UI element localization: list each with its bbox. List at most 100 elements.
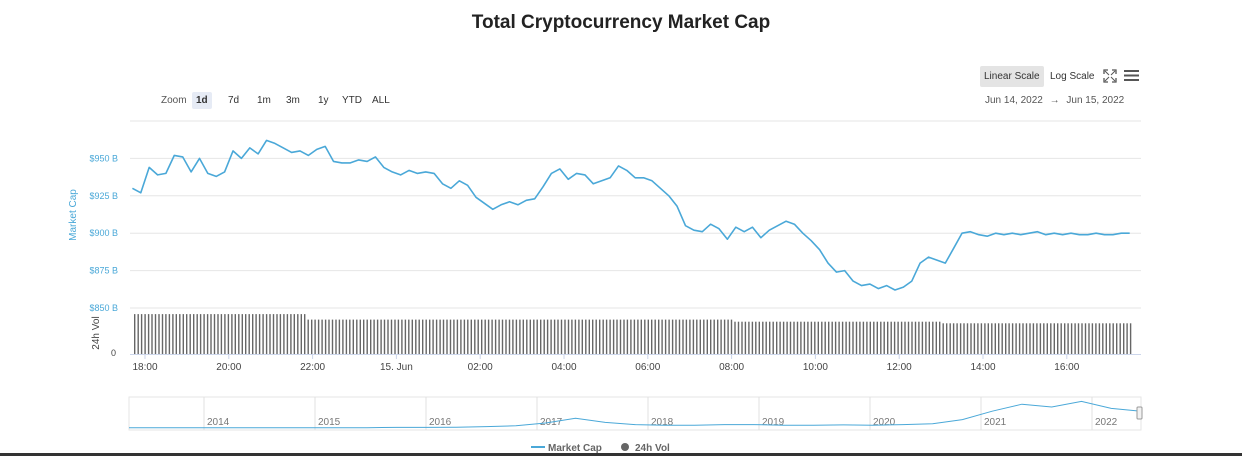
volume-bar (276, 314, 278, 354)
x-tick-label: 16:00 (1054, 362, 1079, 373)
volume-bar (887, 321, 889, 354)
zoom-3m-button[interactable]: 3m (286, 95, 300, 106)
volume-bar (1039, 323, 1042, 354)
volume-bar (949, 323, 951, 354)
volume-bar (467, 319, 469, 354)
volume-bar (557, 319, 559, 354)
volume-bar (1091, 323, 1094, 354)
volume-bar (578, 319, 580, 354)
x-tick-label: 06:00 (635, 362, 660, 373)
volume-bar (873, 321, 875, 354)
zoom-1y-button[interactable]: 1y (318, 95, 329, 106)
hamburger-menu-icon[interactable] (1124, 69, 1139, 82)
volume-bar (321, 319, 323, 354)
zoom-all-button[interactable]: ALL (372, 95, 390, 106)
zoom-1d-button[interactable]: 1d (192, 92, 212, 109)
date-range-to[interactable]: Jun 15, 2022 (1066, 95, 1125, 106)
volume-bar (814, 321, 816, 354)
volume-bar (1025, 323, 1028, 354)
volume-bar (1077, 323, 1080, 354)
volume-bar (883, 321, 885, 354)
volume-bar (394, 319, 396, 354)
y-axis-title: Market Cap (68, 189, 79, 241)
x-tick-label: 18:00 (132, 362, 157, 373)
volume-bar (311, 319, 313, 354)
log-scale-button[interactable]: Log Scale (1050, 71, 1095, 82)
volume-bar (907, 321, 910, 354)
volume-bar (880, 321, 882, 354)
volume-bar (1129, 323, 1132, 354)
volume-bar (946, 323, 948, 354)
volume-bar (442, 319, 445, 354)
x-tick-label: 10:00 (803, 362, 828, 373)
volume-bar (522, 319, 524, 354)
volume-bar (245, 314, 247, 354)
volume-bar (144, 314, 146, 354)
volume-bar (644, 319, 646, 354)
volume-bar (821, 321, 823, 354)
volume-bar (612, 319, 615, 354)
volume-bar (446, 319, 448, 354)
volume-bar (734, 321, 736, 354)
linear-scale-button[interactable]: Linear Scale (980, 66, 1044, 87)
volume-bar (1109, 323, 1111, 354)
volume-bar (272, 314, 275, 354)
volume-bar (647, 319, 649, 354)
volume-bar (206, 314, 209, 354)
volume-bar (529, 319, 531, 354)
volume-bar (1084, 323, 1087, 354)
y-tick-label: $875 B (89, 266, 118, 276)
volume-bar (380, 319, 382, 354)
volume-bar (304, 314, 306, 354)
navigator: 2014 2015 2016 2017 2018 2019 2020 2021 2022 (128, 396, 1143, 431)
volume-bar (779, 321, 781, 354)
volume-bar (848, 321, 851, 354)
volume-bar (262, 314, 264, 354)
volume-bar (807, 321, 809, 354)
y-tick-label: $925 B (89, 191, 118, 201)
volume-bar (998, 323, 1000, 354)
x-tick-label: 14:00 (970, 362, 995, 373)
zoom-ytd-button[interactable]: YTD (342, 95, 362, 106)
zoom-1m-button[interactable]: 1m (257, 95, 271, 106)
volume-bar (737, 321, 740, 354)
volume-bar (966, 323, 969, 354)
volume-bar (335, 319, 337, 354)
volume-bar (893, 321, 896, 354)
navigator-year-label: 2015 (318, 417, 341, 428)
market-cap-series (132, 139, 1130, 291)
volume-bar (1050, 323, 1052, 354)
volume-bar (328, 319, 330, 354)
volume-bar (987, 323, 989, 354)
volume-bar (717, 319, 719, 354)
date-range-from[interactable]: Jun 14, 2022 (985, 95, 1043, 106)
volume-bar (942, 323, 944, 354)
volume-bar (460, 319, 462, 354)
navigator-year-label: 2022 (1095, 417, 1118, 428)
volume-bar (862, 321, 865, 354)
legend: Market Cap 24h Vol (531, 443, 670, 454)
chart-title: Total Cryptocurrency Market Cap (471, 12, 771, 33)
volume-bar (828, 321, 830, 354)
volume-bar (560, 319, 563, 354)
volume-bar (491, 319, 493, 354)
volume-bar (553, 319, 556, 354)
volume-bar (370, 319, 372, 354)
volume-bar (959, 323, 962, 354)
volume-bar (776, 321, 778, 354)
volume-bar (585, 319, 587, 354)
volume-bar (630, 319, 632, 354)
volume-bar (338, 319, 341, 354)
fullscreen-icon[interactable] (1103, 69, 1117, 83)
zoom-7d-button[interactable]: 7d (228, 95, 240, 106)
volume-bar (352, 319, 354, 354)
volume-bar (765, 321, 767, 354)
volume-bar (817, 321, 819, 354)
volume-bar (536, 319, 538, 354)
volume-bar (137, 314, 139, 354)
volume-bar (935, 321, 937, 354)
volume-bar (231, 314, 233, 354)
volume-bar (984, 323, 986, 354)
volume-bar (952, 323, 955, 354)
